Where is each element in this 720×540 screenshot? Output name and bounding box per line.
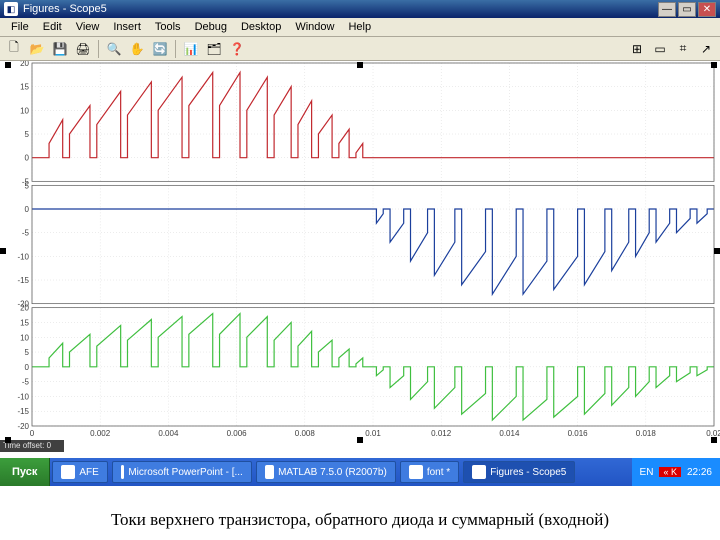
toolbar: 🗋📂💾🖨 🔍✋🔄 📊🗂❓ ⊞▭⌗↗ [0,37,720,61]
window-icon: ◧ [4,2,18,16]
title-bar: ◧ Figures - Scope5 — ▭ ✕ [0,0,720,18]
menu-edit[interactable]: Edit [36,19,69,35]
menu-window[interactable]: Window [288,19,341,35]
svg-text:-5: -5 [22,229,30,238]
tray-clock: 22:26 [687,467,712,478]
maximize-button[interactable]: ▭ [678,2,696,17]
svg-text:15: 15 [20,83,29,92]
svg-text:0.002: 0.002 [90,429,111,438]
svg-text:10: 10 [20,106,29,115]
menu-tools[interactable]: Tools [148,19,188,35]
svg-text:-15: -15 [17,407,29,416]
svg-text:20: 20 [20,61,29,68]
start-button[interactable]: Пуск [0,458,50,486]
taskbar-item[interactable]: AFE [52,461,107,483]
menu-help[interactable]: Help [341,19,378,35]
toolbar-btn-3[interactable]: 🖨 [73,39,93,59]
toolbar-btn-8[interactable]: 🗂 [204,39,224,59]
menu-bar: FileEditViewInsertToolsDebugDesktopWindo… [0,18,720,37]
svg-text:5: 5 [25,130,30,139]
toolbar-right-btn-2[interactable]: ⌗ [673,39,693,59]
tray-lang[interactable]: EN [640,467,654,478]
svg-text:-15: -15 [17,276,29,285]
minimize-button[interactable]: — [658,2,676,17]
svg-text:0.014: 0.014 [499,429,520,438]
toolbar-right-btn-3[interactable]: ↗ [696,39,716,59]
svg-text:0.008: 0.008 [295,429,316,438]
system-tray: EN « K 22:26 [632,458,720,486]
taskbar-item[interactable]: Microsoft PowerPoint - [... [112,461,252,483]
figure-caption: Токи верхнего транзистора, обратного дио… [0,510,720,530]
svg-text:0: 0 [25,154,30,163]
svg-text:5: 5 [25,181,30,190]
svg-text:0: 0 [25,205,30,214]
svg-text:0.018: 0.018 [636,429,657,438]
menu-insert[interactable]: Insert [106,19,148,35]
svg-text:-10: -10 [17,252,29,261]
scope-plot: -505101520-20-15-10-505-20-15-10-5051015… [0,61,720,440]
svg-text:20: 20 [20,304,29,313]
menu-desktop[interactable]: Desktop [234,19,288,35]
svg-text:0: 0 [30,429,35,438]
svg-text:0.004: 0.004 [158,429,179,438]
menu-debug[interactable]: Debug [188,19,234,35]
svg-text:-10: -10 [17,392,29,401]
taskbar-item[interactable]: MATLAB 7.5.0 (R2007b) [256,461,396,483]
toolbar-btn-9[interactable]: ❓ [227,39,247,59]
close-button[interactable]: ✕ [698,2,716,17]
toolbar-btn-4[interactable]: 🔍 [104,39,124,59]
svg-text:-20: -20 [17,422,29,431]
toolbar-right-btn-0[interactable]: ⊞ [627,39,647,59]
svg-text:-5: -5 [22,378,30,387]
toolbar-btn-6[interactable]: 🔄 [150,39,170,59]
taskbar: Пуск AFEMicrosoft PowerPoint - [...MATLA… [0,458,720,486]
toolbar-btn-7[interactable]: 📊 [181,39,201,59]
svg-text:0.016: 0.016 [568,429,589,438]
svg-text:0.012: 0.012 [431,429,452,438]
menu-view[interactable]: View [69,19,107,35]
toolbar-right-btn-1[interactable]: ▭ [650,39,670,59]
taskbar-item[interactable]: font * [400,461,459,483]
toolbar-btn-2[interactable]: 💾 [50,39,70,59]
chart-area: -505101520-20-15-10-505-20-15-10-5051015… [0,61,720,440]
svg-text:0.01: 0.01 [365,429,381,438]
toolbar-btn-1[interactable]: 📂 [27,39,47,59]
tray-flag: « K [659,467,681,477]
taskbar-item[interactable]: Figures - Scope5 [463,461,575,483]
toolbar-btn-0[interactable]: 🗋 [4,39,24,59]
svg-text:10: 10 [20,333,29,342]
svg-text:15: 15 [20,318,29,327]
svg-text:0.006: 0.006 [227,429,248,438]
toolbar-btn-5[interactable]: ✋ [127,39,147,59]
svg-text:0: 0 [25,363,30,372]
svg-text:5: 5 [25,348,30,357]
menu-file[interactable]: File [4,19,36,35]
window-title: Figures - Scope5 [23,3,658,15]
